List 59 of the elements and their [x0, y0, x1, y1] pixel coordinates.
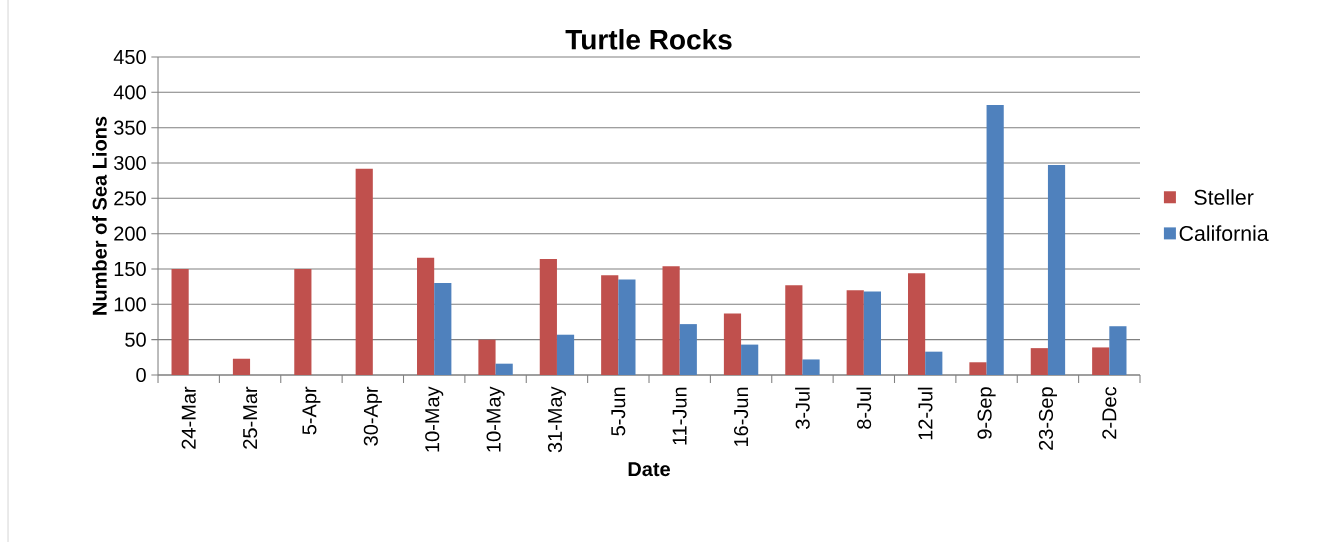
x-tick-label: 2-Dec	[1102, 386, 1117, 439]
bar	[785, 285, 803, 375]
bar	[908, 273, 926, 375]
bar	[863, 291, 881, 375]
bar	[1047, 165, 1066, 375]
x-tick-label: 30-Apr	[363, 386, 382, 446]
bar	[618, 279, 636, 375]
y-tick-label: 100	[114, 297, 146, 312]
bar	[662, 266, 680, 375]
bar	[294, 268, 312, 375]
bar	[679, 324, 697, 375]
x-tick-label: 5-Jun	[611, 387, 626, 436]
x-axis-title: Date	[628, 462, 670, 477]
bar	[846, 290, 864, 375]
legend-label: Steller	[1194, 189, 1254, 205]
bar	[1109, 326, 1127, 375]
chart-title: Turtle Rocks	[565, 29, 732, 50]
y-tick-label: 450	[113, 49, 146, 65]
bar	[478, 339, 496, 375]
x-tick-label: 10-May	[486, 386, 505, 452]
x-tick-label: 31-May	[547, 386, 566, 453]
x-tick-label: 25-Mar	[242, 386, 258, 449]
bar	[355, 168, 373, 375]
bar	[969, 362, 987, 375]
y-tick-label: 350	[114, 120, 146, 135]
bar	[417, 257, 435, 375]
x-tick-label: 3-Jul	[795, 387, 810, 429]
bar	[556, 334, 575, 375]
x-tick-label: 10-May	[425, 386, 444, 452]
x-tick-label: 23-Sep	[1038, 387, 1057, 450]
bar	[171, 268, 189, 375]
y-tick-label: 50	[125, 332, 146, 347]
bar	[539, 259, 557, 375]
y-tick-label: 200	[114, 226, 146, 241]
y-tick-label: 250	[114, 191, 146, 206]
bar	[495, 363, 513, 375]
y-tick-label: 400	[113, 85, 146, 100]
y-axis-title: Number of Sea Lions	[92, 116, 107, 315]
bar	[723, 313, 742, 375]
y-tick-label: 300	[114, 155, 146, 171]
bar	[601, 275, 619, 375]
x-tick-label: 9-Sep	[977, 387, 996, 439]
bar	[925, 351, 943, 375]
bar	[1092, 347, 1110, 375]
y-tick-label: 0	[136, 367, 146, 383]
legend-label: California	[1179, 225, 1269, 241]
x-tick-label: 11-Jun	[672, 387, 687, 445]
bar	[986, 105, 1004, 375]
bar	[232, 358, 251, 375]
x-tick-label: 16-Jun	[733, 387, 749, 446]
bar	[802, 359, 820, 375]
bar	[741, 344, 759, 375]
bar	[1030, 348, 1048, 375]
x-tick-label: 5-Apr	[302, 386, 321, 435]
x-tick-label: 24-Mar	[181, 386, 196, 449]
x-tick-label: 8-Jul	[856, 387, 872, 429]
x-tick-label: 12-Jul	[917, 387, 933, 440]
y-tick-label: 150	[114, 261, 146, 277]
bar	[434, 283, 452, 375]
